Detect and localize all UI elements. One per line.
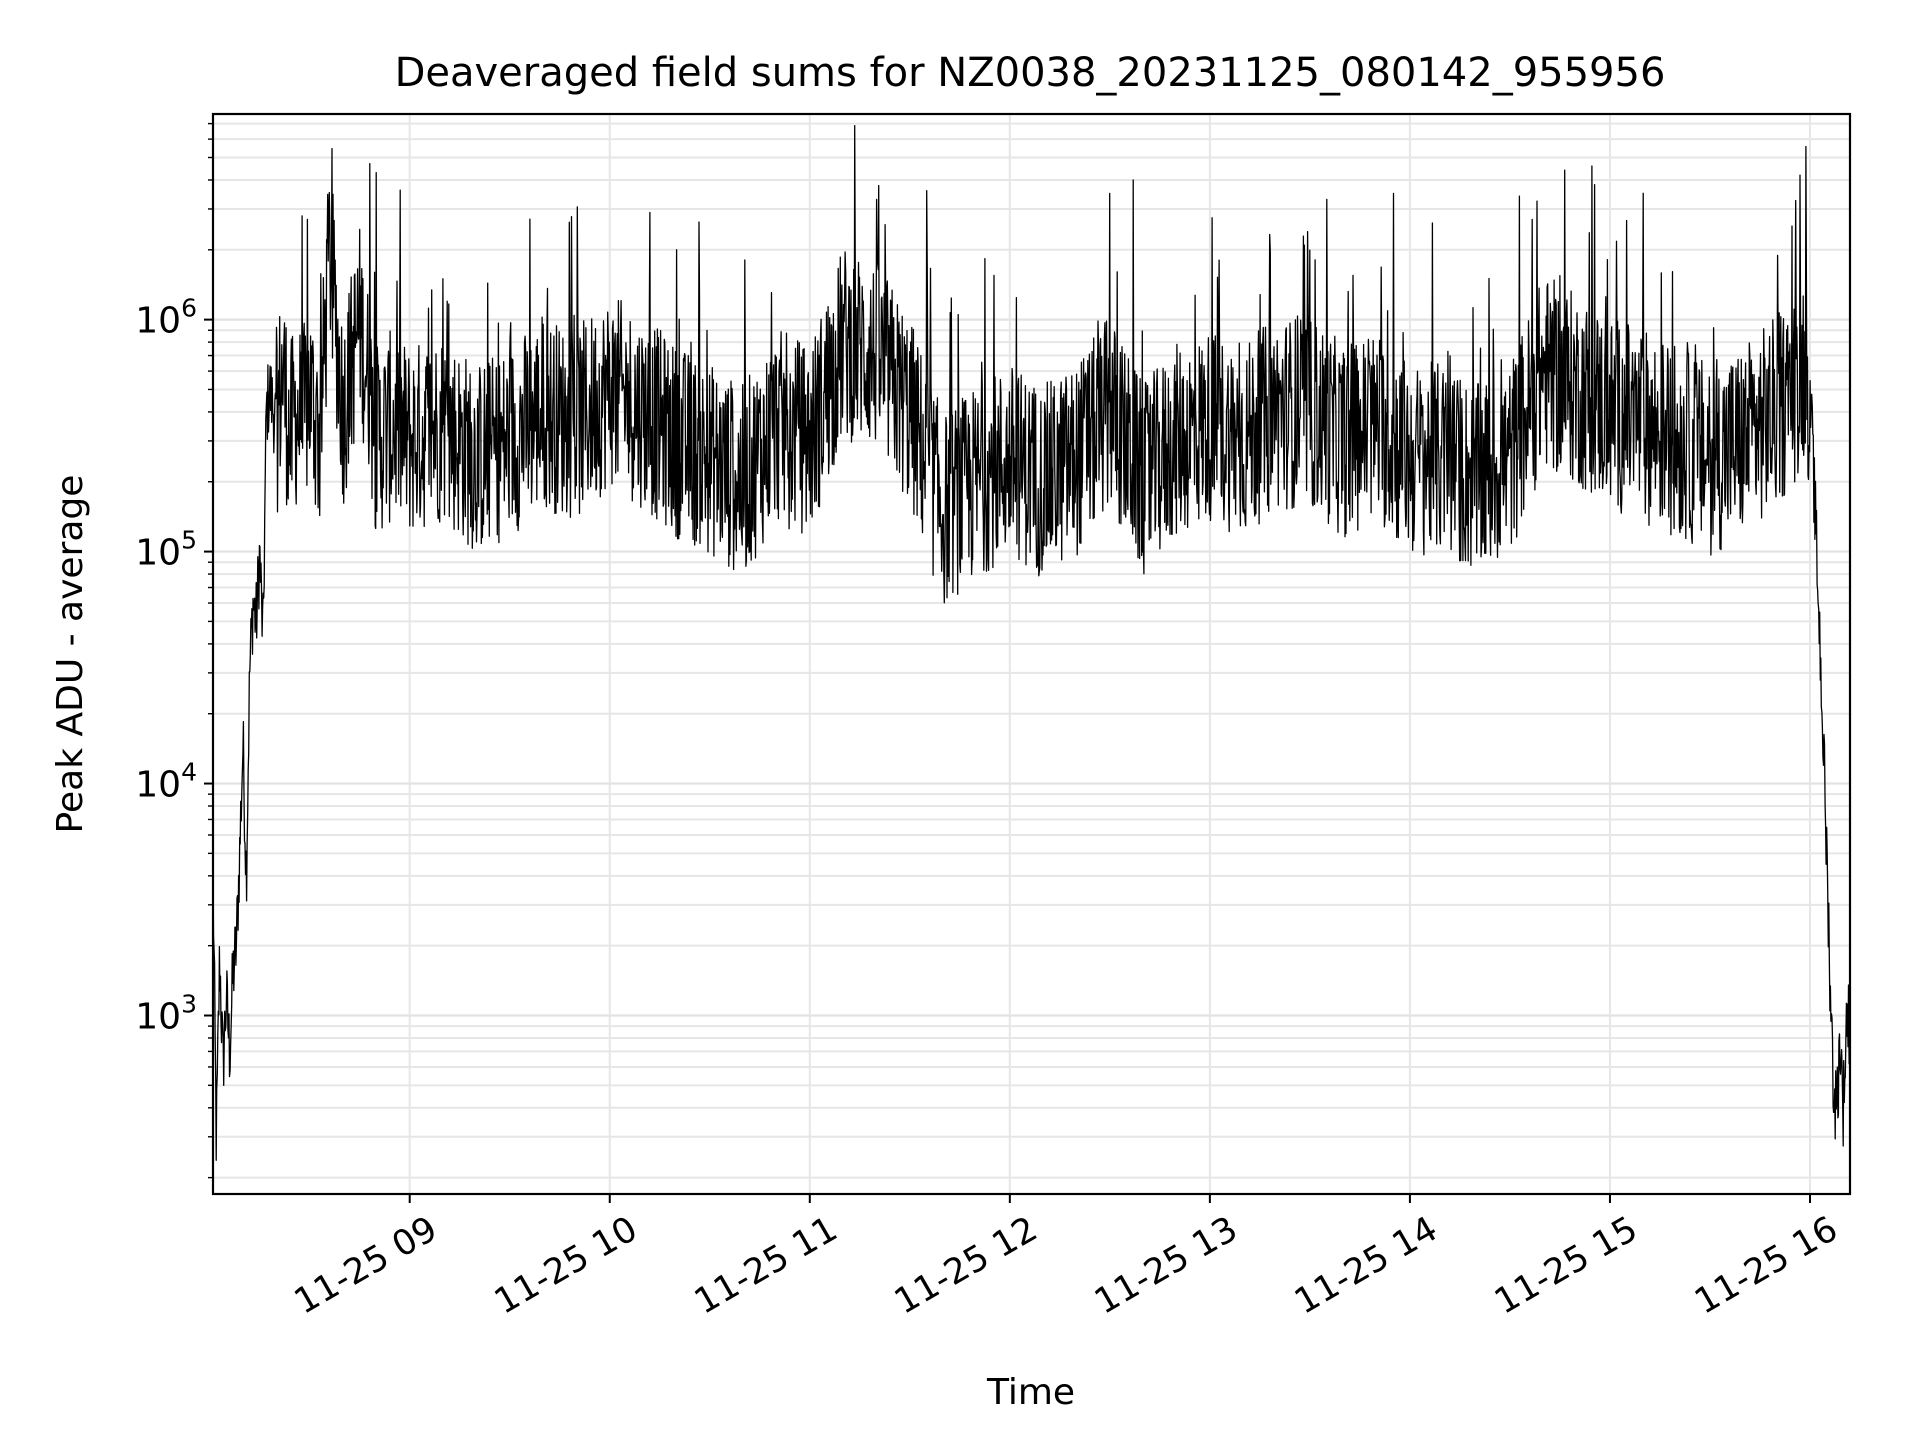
y-axis-label: Peak ADU - average xyxy=(50,475,91,834)
y-tick-label: 103 xyxy=(135,989,197,1037)
series-layer xyxy=(212,124,1851,1161)
x-axis-label: Time xyxy=(986,1372,1075,1413)
plot-frame xyxy=(211,112,1852,1196)
y-tick-label: 104 xyxy=(135,758,197,806)
y-tick-label: 106 xyxy=(135,294,197,342)
y-tick-label: 105 xyxy=(135,526,197,574)
series-line xyxy=(212,124,1851,1161)
grid-layer xyxy=(213,114,1850,1194)
chart-title: Deaveraged field sums for NZ0038_2023112… xyxy=(395,50,1666,96)
